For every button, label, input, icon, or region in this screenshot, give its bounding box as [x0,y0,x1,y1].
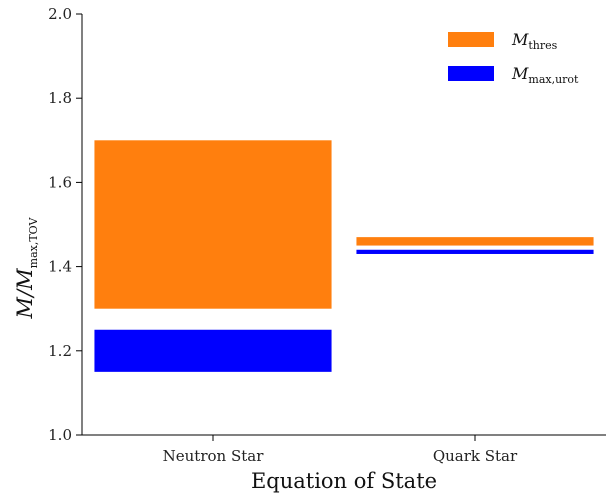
x-axis-label: Equation of State [251,469,437,493]
y-tick-label: 1.8 [48,89,72,107]
bar-max-urot-1 [356,249,594,254]
legend-swatch [448,32,494,47]
bar-thres-0 [94,140,332,309]
bar-thres-1 [356,237,594,246]
bar-max-urot-0 [94,329,332,372]
y-axis-label-main: M/M [13,268,37,320]
legend-label-main: M [511,64,529,83]
y-tick-label: 1.6 [48,173,72,191]
y-tick-label: 1.0 [48,426,72,444]
y-tick-label: 1.2 [48,342,72,360]
legend-label: Mthres [511,30,558,52]
y-axis-label: M/Mmax,TOV [13,217,40,320]
y-tick-label: 1.4 [48,258,72,276]
x-tick-label: Neutron Star [163,447,265,465]
legend-label-main: M [511,30,529,49]
legend-label-sub: max,urot [528,73,579,86]
legend-label: Mmax,urot [511,64,579,86]
legend-label-sub: thres [528,39,557,52]
y-tick-label: 2.0 [48,5,72,23]
legend-swatch [448,66,494,81]
axes [81,14,606,436]
bars [94,140,594,372]
y-axis-label-sub: max,TOV [27,217,40,269]
ticks: 1.0 1.2 1.4 1.6 1.8 2.0 Neutron Star Quark Star [48,5,518,465]
x-tick-label: Quark Star [433,447,518,465]
